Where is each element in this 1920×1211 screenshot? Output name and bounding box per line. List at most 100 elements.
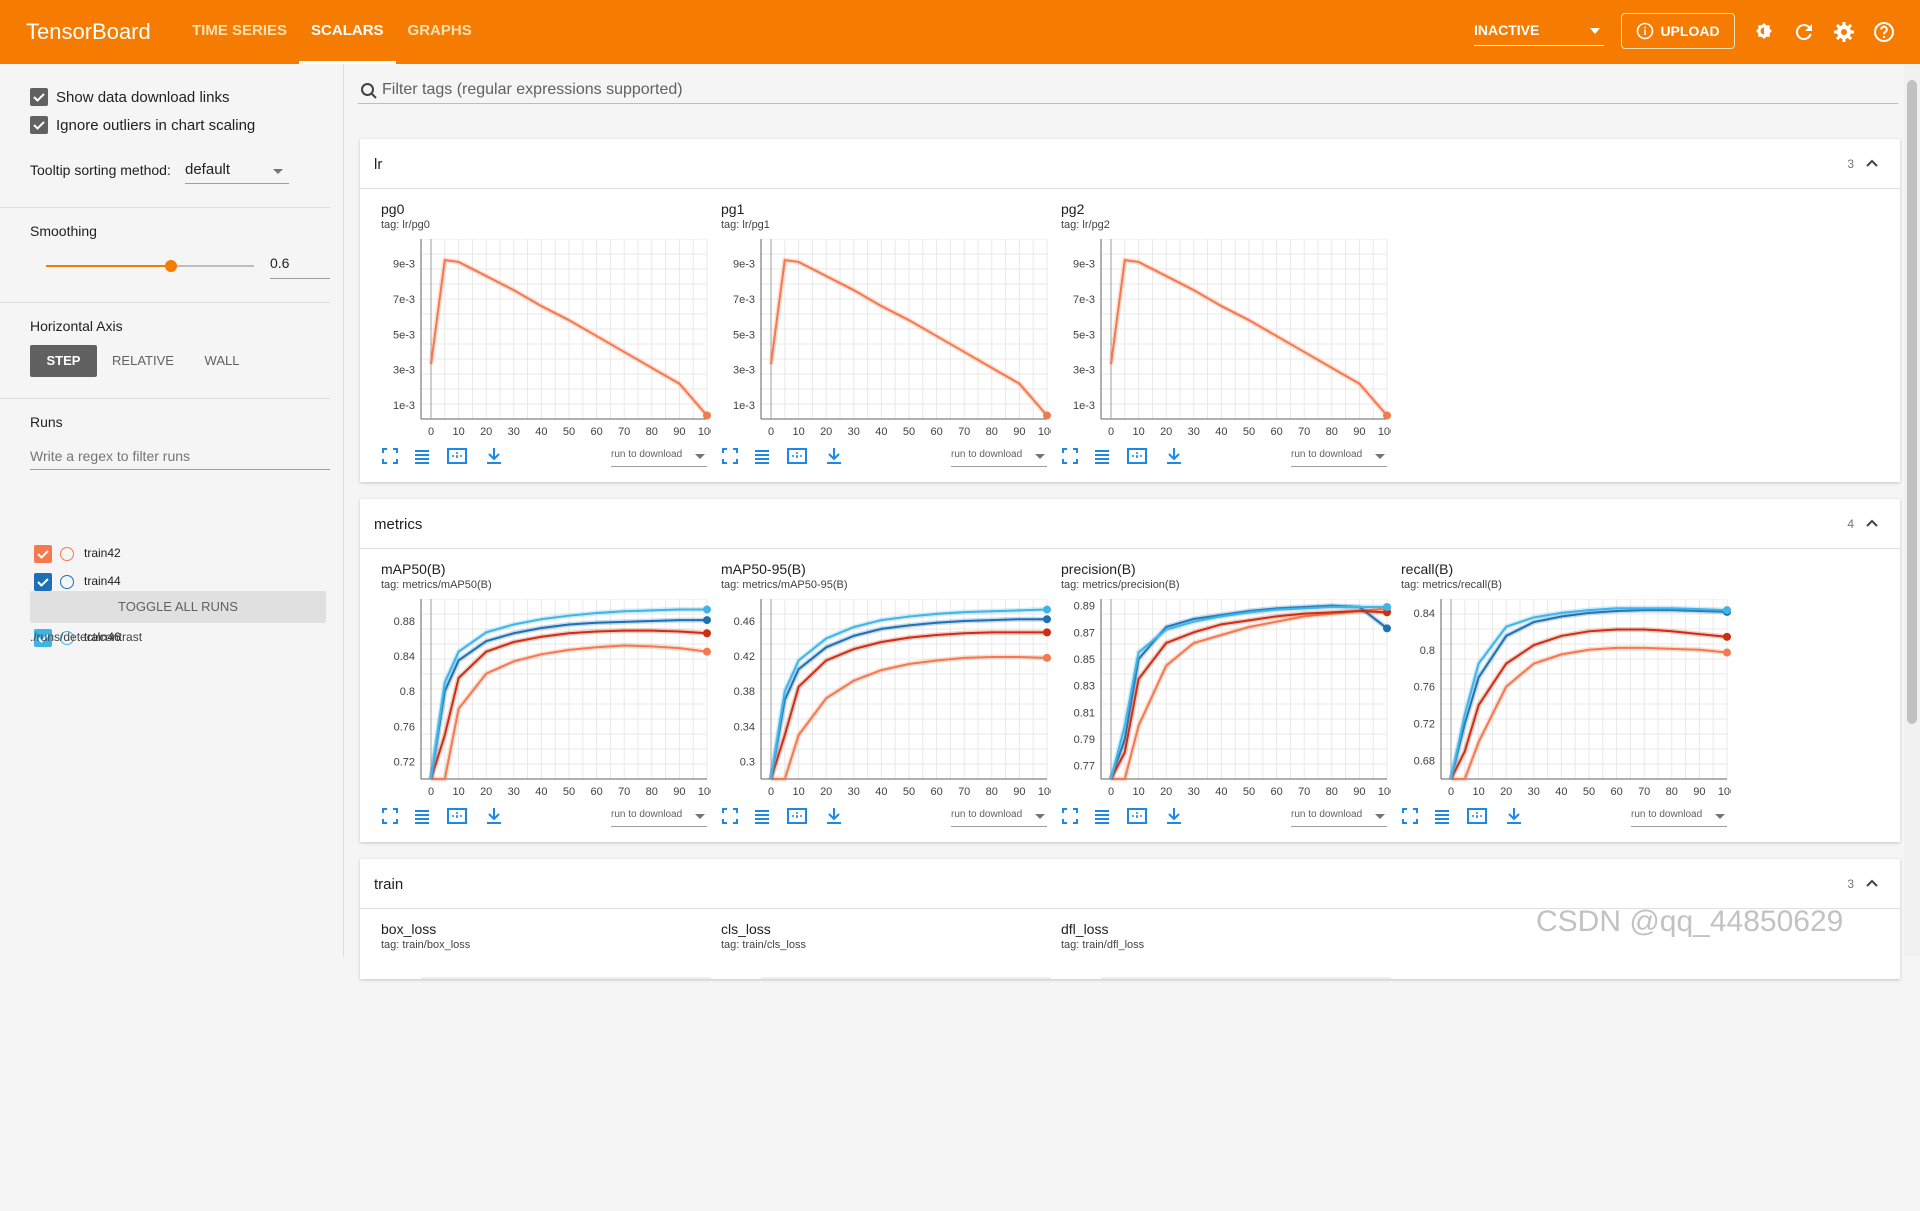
run-name: train46 [84,630,121,644]
tag-group-header[interactable]: metrics 4 [360,499,1900,549]
series-end-point [1043,411,1051,420]
tab-scalars[interactable]: SCALARS [299,0,396,64]
run-checkbox[interactable] [34,573,52,591]
run-row[interactable]: train44 [30,571,326,593]
y-tick-label: 0.81 [1074,707,1095,719]
show-download-links-checkbox[interactable] [30,88,48,106]
fullscreen-icon[interactable] [1401,807,1421,825]
toggle-log-scale-icon[interactable] [413,807,433,825]
chevron-up-icon[interactable] [1866,879,1878,887]
download-icon[interactable] [1165,447,1185,465]
smoothing-slider[interactable] [46,260,254,272]
gear-icon[interactable] [1832,20,1856,44]
scalar-chart[interactable]: 0 10 20 30 40 50 60 70 80 90 100 1e-3 3e-3 5e-3 7e-3 9e… [721,239,1051,439]
fit-domain-icon[interactable] [1467,807,1487,825]
series-line [1110,604,1388,780]
run-to-download-select[interactable]: run to download [1631,805,1727,827]
tab-time-series[interactable]: TIME SERIES [192,22,288,39]
scalar-chart[interactable]: 0 10 20 30 40 50 60 70 80 90 100 1e-3 3e-3 5e-3 7e-3 9e… [381,239,711,439]
search-icon [361,83,377,99]
reload-status-select[interactable]: INACTIVE [1474,18,1604,46]
haxis-step-button[interactable]: STEP [30,345,97,377]
tag-filter-placeholder: Filter tags (regular expressions support… [382,81,683,98]
fit-domain-icon[interactable] [787,807,807,825]
fullscreen-icon[interactable] [721,807,741,825]
scalar-chart[interactable]: 0 10 20 30 40 50 60 70 80 90 100 0.72 0.76 0.8 0.84 0.8… [381,599,711,799]
fit-domain-icon[interactable] [787,447,807,465]
smoothing-slider-handle[interactable] [164,260,177,272]
download-icon[interactable] [1505,807,1525,825]
toggle-log-scale-icon[interactable] [1093,807,1113,825]
toggle-log-scale-icon[interactable] [1093,447,1113,465]
download-icon[interactable] [825,807,845,825]
download-icon[interactable] [485,807,505,825]
download-icon[interactable] [485,447,505,465]
run-to-download-select[interactable]: run to download [611,805,707,827]
download-icon[interactable] [825,447,845,465]
tooltip-sorting-select[interactable]: default [185,158,289,184]
card-title: cls_loss [721,921,771,937]
x-tick-label: 10 [792,786,804,798]
fit-domain-icon[interactable] [1127,447,1147,465]
tag-group-header[interactable]: lr 3 [360,139,1900,189]
fit-domain-icon[interactable] [1127,807,1147,825]
tag-group-header[interactable]: train 3 [360,859,1900,909]
download-icon[interactable] [1165,807,1185,825]
x-tick-label: 10 [1132,426,1144,438]
chevron-down-icon [1715,814,1725,819]
refresh-icon[interactable] [1792,20,1816,44]
help-icon[interactable] [1872,20,1896,44]
run-checkbox[interactable] [34,545,52,563]
run-checkbox[interactable] [34,629,52,647]
scalar-card: mAP50-95(B) tag: metrics/mAP50-95(B) 0 10 20… [721,561,1061,851]
fit-domain-icon[interactable] [447,447,467,465]
runs-filter-input[interactable]: Write a regex to filter runs [30,442,330,470]
toggle-log-scale-icon[interactable] [1433,807,1453,825]
haxis-relative-button[interactable]: RELATIVE [112,353,174,368]
x-tick-label: 20 [1500,786,1512,798]
fit-domain-icon[interactable] [447,807,467,825]
run-to-download-select[interactable]: run to download [951,805,1047,827]
scalar-chart[interactable]: 0 10 20 30 40 50 60 70 80 90 100 0.68 0.72 0.76 0.8 0.8… [1401,599,1731,799]
scalar-chart[interactable]: 0 10 20 30 40 50 60 70 80 90 100 0.3 0.34 0.38 0.42 0.4… [721,599,1051,799]
run-row[interactable]: train46 [30,627,326,649]
fullscreen-icon[interactable] [381,447,401,465]
toggle-log-scale-icon[interactable] [753,447,773,465]
run-color-circle[interactable] [60,575,74,589]
fullscreen-icon[interactable] [1061,807,1081,825]
loss-chart-preview [761,977,1051,979]
toggle-log-scale-icon[interactable] [753,807,773,825]
fullscreen-icon[interactable] [721,447,741,465]
tag-group-name: metrics [374,516,423,533]
run-to-download-select[interactable]: run to download [611,445,707,467]
run-color-circle[interactable] [60,547,74,561]
fullscreen-icon[interactable] [381,807,401,825]
chevron-up-icon[interactable] [1866,159,1878,167]
series-end-point [703,616,711,625]
run-to-download-select[interactable]: run to download [1291,805,1387,827]
tag-filter-input[interactable]: Filter tags (regular expressions support… [358,78,1898,104]
tab-graphs[interactable]: GRAPHS [407,22,472,39]
upload-button[interactable]: UPLOAD [1621,13,1735,49]
theme-toggle-icon[interactable] [1752,20,1776,44]
chevron-up-icon[interactable] [1866,519,1878,527]
show-download-links-label: Show data download links [56,89,230,106]
page-scrollbar[interactable] [1904,64,1920,957]
toggle-log-scale-icon[interactable] [413,447,433,465]
run-color-circle[interactable] [60,631,74,645]
scrollbar-thumb[interactable] [1907,80,1917,724]
scalar-chart[interactable]: 0 10 20 30 40 50 60 70 80 90 100 0.77 0.79 0.81 0.83 0.… [1061,599,1391,799]
y-tick-label: 3e-3 [733,365,755,377]
run-to-download-select[interactable]: run to download [1291,445,1387,467]
y-tick-label: 0.68 [1414,756,1435,768]
fullscreen-icon[interactable] [1061,447,1081,465]
run-to-download-select[interactable]: run to download [951,445,1047,467]
run-row[interactable]: train42 [30,543,326,565]
smoothing-input[interactable]: 0.6 [270,253,330,279]
ignore-outliers-checkbox[interactable] [30,116,48,134]
tooltip-sorting-value: default [185,161,231,178]
x-tick-label: 80 [1326,786,1338,798]
toggle-all-runs-button[interactable]: TOGGLE ALL RUNS [30,591,326,623]
scalar-chart[interactable]: 0 10 20 30 40 50 60 70 80 90 100 1e-3 3e-3 5e-3 7e-3 9e… [1061,239,1391,439]
haxis-wall-button[interactable]: WALL [204,353,240,368]
